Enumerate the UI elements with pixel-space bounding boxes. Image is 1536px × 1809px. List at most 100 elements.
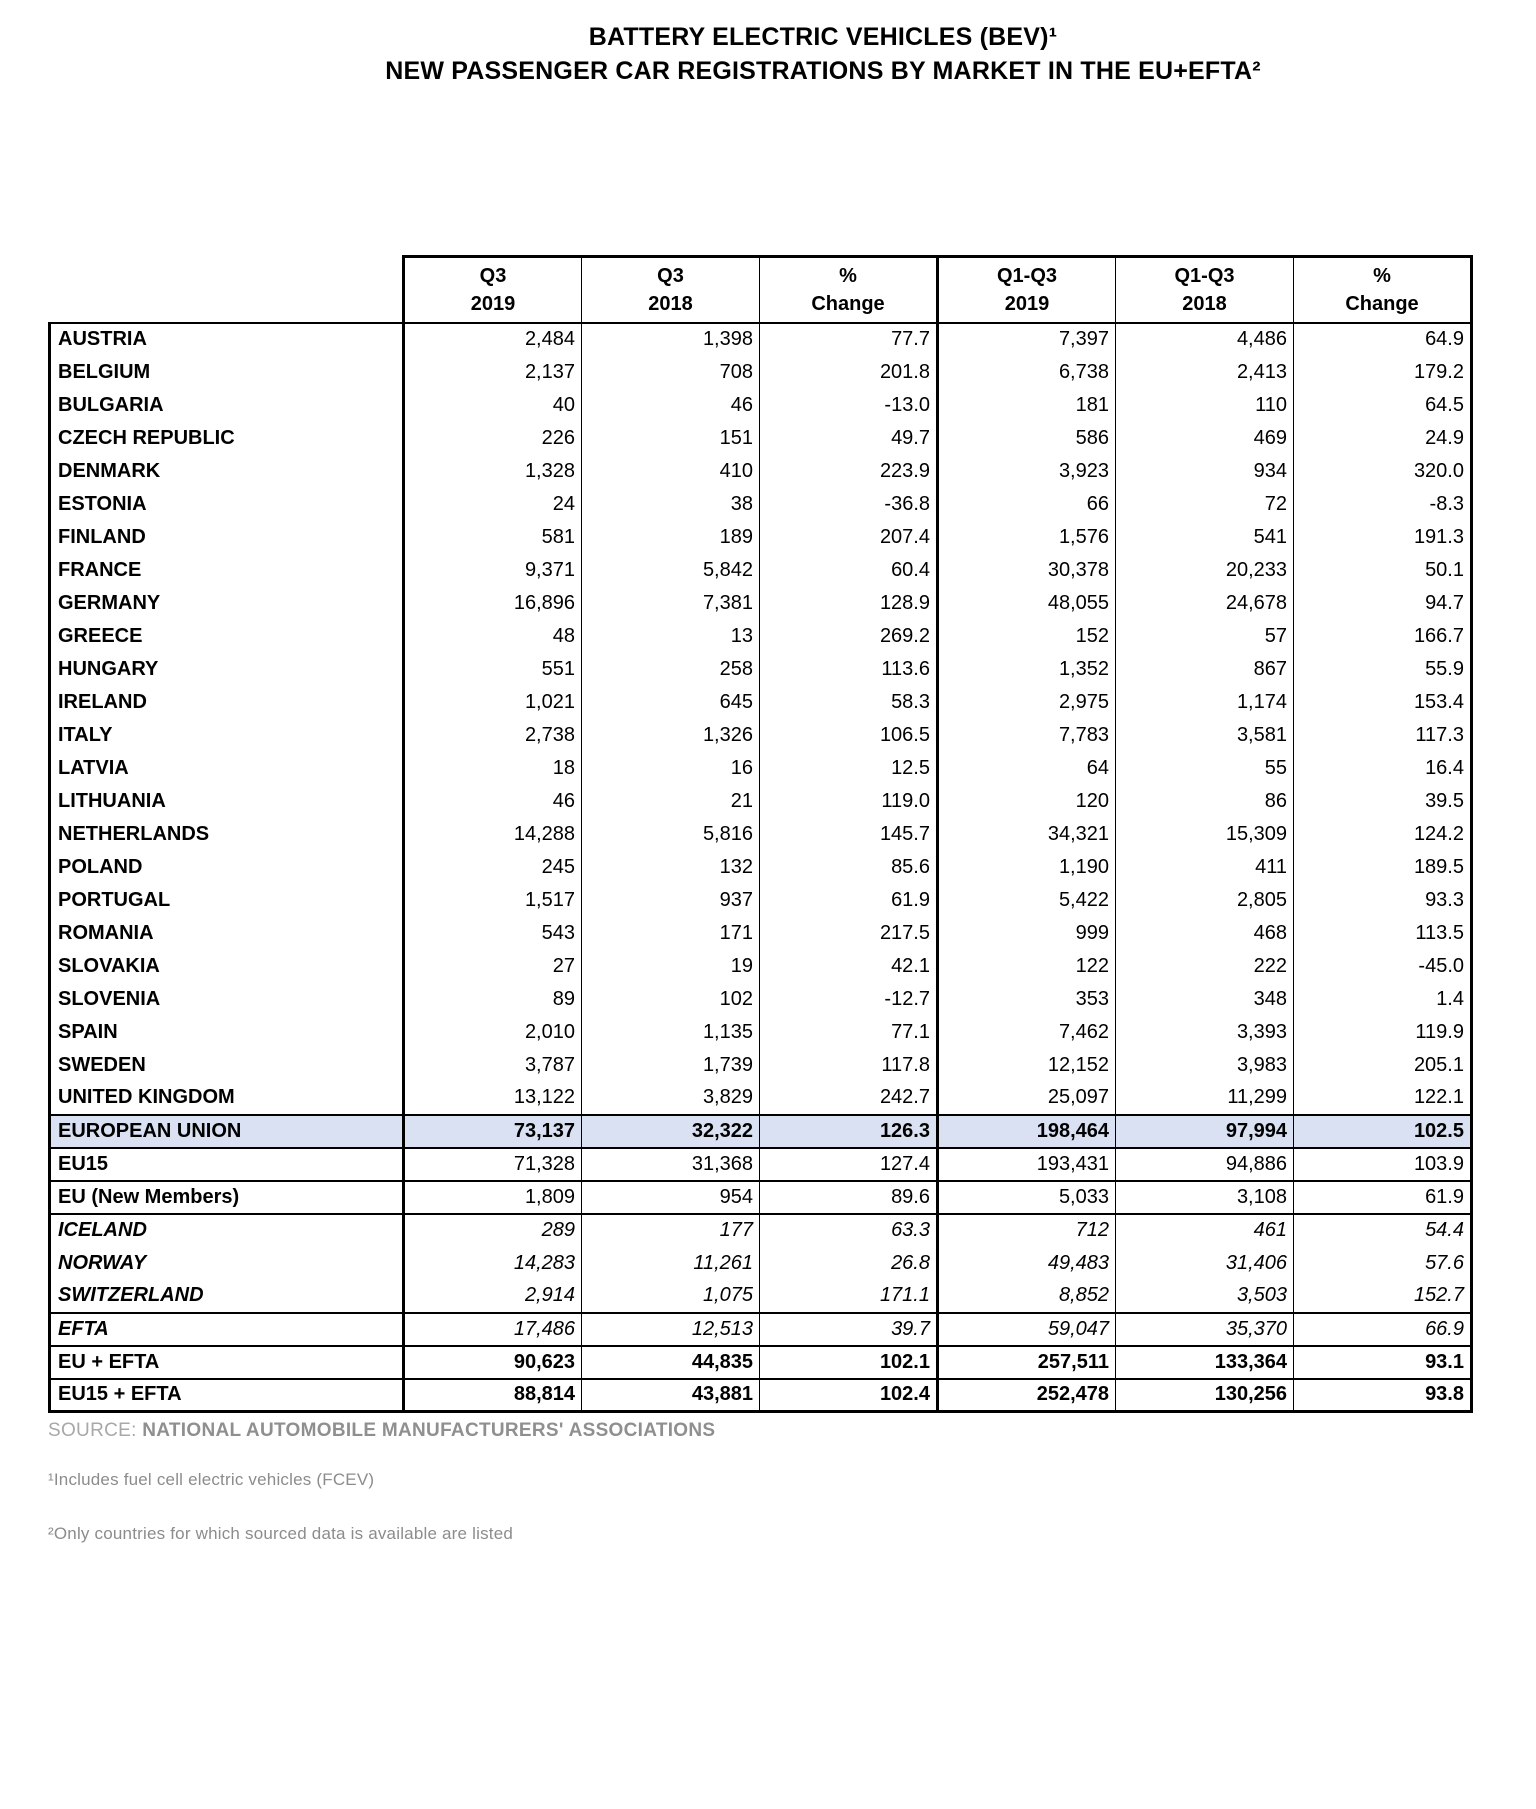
value-cell: 128.9: [759, 586, 938, 620]
table-row: ESTONIA 24 38 -36.8 66 72 -8.3: [48, 487, 1473, 521]
table-row: FINLAND 581 189 207.4 1,576 541 191.3: [48, 520, 1473, 554]
footnote-2: ²Only countries for which sourced data i…: [48, 1524, 514, 1543]
value-cell: 152: [936, 619, 1116, 653]
value-cell: 581: [402, 520, 582, 554]
value-cell: 13,122: [402, 1081, 582, 1115]
value-cell: 223.9: [759, 454, 938, 488]
value-cell: 1,135: [581, 1015, 760, 1049]
table-row: ITALY 2,738 1,326 106.5 7,783 3,581 117.3: [48, 718, 1473, 752]
value-cell: 126.3: [759, 1113, 938, 1149]
table-row: SLOVAKIA 27 19 42.1 122 222 -45.0: [48, 949, 1473, 983]
value-cell: 217.5: [759, 916, 938, 950]
table-row: PORTUGAL 1,517 937 61.9 5,422 2,805 93.3: [48, 883, 1473, 917]
table-row: ICELAND 289 177 63.3 712 461 54.4: [48, 1212, 1473, 1247]
row-label: FINLAND: [48, 520, 404, 554]
table-row: FRANCE 9,371 5,842 60.4 30,378 20,233 50.1: [48, 553, 1473, 587]
value-cell: 64: [936, 751, 1116, 785]
value-cell: 55: [1115, 751, 1294, 785]
row-label: GREECE: [48, 619, 404, 653]
value-cell: 133,364: [1115, 1344, 1294, 1380]
value-cell: 72: [1115, 487, 1294, 521]
value-cell: 102.1: [759, 1344, 938, 1380]
value-cell: 86: [1115, 784, 1294, 818]
value-cell: 411: [1115, 850, 1294, 884]
value-cell: 64.9: [1293, 321, 1473, 356]
value-cell: 258: [581, 652, 760, 686]
footnote-1: ¹Includes fuel cell electric vehicles (F…: [48, 1470, 375, 1489]
value-cell: 2,413: [1115, 355, 1294, 389]
value-cell: 541: [1115, 520, 1294, 554]
value-cell: 320.0: [1293, 454, 1473, 488]
value-cell: 117.8: [759, 1048, 938, 1082]
value-cell: 207.4: [759, 520, 938, 554]
table-header: Q3 2019 Q3 2018 % Change Q1-Q3 2019 Q1-Q…: [50, 255, 1473, 324]
table-body: AUSTRIA 2,484 1,398 77.7 7,397 4,486 64.9 BELGI…: [48, 321, 1473, 1413]
value-cell: 179.2: [1293, 355, 1473, 389]
value-cell: 2,484: [402, 321, 582, 356]
row-label: EFTA: [48, 1311, 404, 1347]
row-label: EU (New Members): [48, 1179, 404, 1215]
value-cell: 171.1: [759, 1279, 938, 1314]
value-cell: 14,288: [402, 817, 582, 851]
value-cell: 551: [402, 652, 582, 686]
value-cell: 17,486: [402, 1311, 582, 1347]
row-label: EU15 + EFTA: [48, 1377, 404, 1413]
value-cell: 1,398: [581, 321, 760, 356]
value-cell: 461: [1115, 1212, 1294, 1247]
row-label: SLOVAKIA: [48, 949, 404, 983]
value-cell: 645: [581, 685, 760, 719]
value-cell: 954: [581, 1179, 760, 1215]
value-cell: 124.2: [1293, 817, 1473, 851]
value-cell: 103.9: [1293, 1146, 1473, 1182]
value-cell: 20,233: [1115, 553, 1294, 587]
value-cell: 88,814: [402, 1377, 582, 1413]
value-cell: 11,299: [1115, 1081, 1294, 1115]
value-cell: 39.5: [1293, 784, 1473, 818]
value-cell: 3,393: [1115, 1015, 1294, 1049]
row-label: POLAND: [48, 850, 404, 884]
value-cell: 543: [402, 916, 582, 950]
value-cell: 61.9: [759, 883, 938, 917]
value-cell: 113.6: [759, 652, 938, 686]
value-cell: 12,513: [581, 1311, 760, 1347]
value-cell: 21: [581, 784, 760, 818]
column-header-q1q3-2018: Q1-Q3 2018: [1115, 255, 1294, 324]
row-label: AUSTRIA: [48, 321, 404, 356]
value-cell: 937: [581, 883, 760, 917]
value-cell: 46: [581, 388, 760, 422]
value-cell: 93.3: [1293, 883, 1473, 917]
value-cell: 16,896: [402, 586, 582, 620]
row-label: SPAIN: [48, 1015, 404, 1049]
value-cell: 54.4: [1293, 1212, 1473, 1247]
value-cell: 191.3: [1293, 520, 1473, 554]
value-cell: 113.5: [1293, 916, 1473, 950]
value-cell: 1,809: [402, 1179, 582, 1215]
value-cell: 14,283: [402, 1246, 582, 1280]
value-cell: 31,368: [581, 1146, 760, 1182]
document-title: BATTERY ELECTRIC VEHICLES (BEV)¹ NEW PAS…: [110, 20, 1536, 88]
value-cell: 1,328: [402, 454, 582, 488]
value-cell: 712: [936, 1212, 1116, 1247]
value-cell: 2,137: [402, 355, 582, 389]
bev-registrations-table: Q3 2019 Q3 2018 % Change Q1-Q3 2019 Q1-Q…: [48, 255, 1473, 1413]
row-label: EU + EFTA: [48, 1344, 404, 1380]
value-cell: 222: [1115, 949, 1294, 983]
value-cell: 6,738: [936, 355, 1116, 389]
value-cell: 39.7: [759, 1311, 938, 1347]
value-cell: 122: [936, 949, 1116, 983]
value-cell: 4,486: [1115, 321, 1294, 356]
row-label: BELGIUM: [48, 355, 404, 389]
column-header-q3-2019: Q3 2019: [402, 255, 582, 324]
value-cell: 7,462: [936, 1015, 1116, 1049]
row-label: SWITZERLAND: [48, 1279, 404, 1314]
value-cell: 42.1: [759, 949, 938, 983]
table-row: UNITED KINGDOM 13,122 3,829 242.7 25,097 11,2…: [48, 1081, 1473, 1115]
row-label: LATVIA: [48, 751, 404, 785]
value-cell: 94.7: [1293, 586, 1473, 620]
table-row: LATVIA 18 16 12.5 64 55 16.4: [48, 751, 1473, 785]
value-cell: 55.9: [1293, 652, 1473, 686]
table-row: NORWAY 14,283 11,261 26.8 49,483 31,406 57.6: [48, 1246, 1473, 1280]
value-cell: 242.7: [759, 1081, 938, 1115]
source-name: NATIONAL AUTOMOBILE MANUFACTURERS' ASSOC…: [142, 1420, 716, 1441]
